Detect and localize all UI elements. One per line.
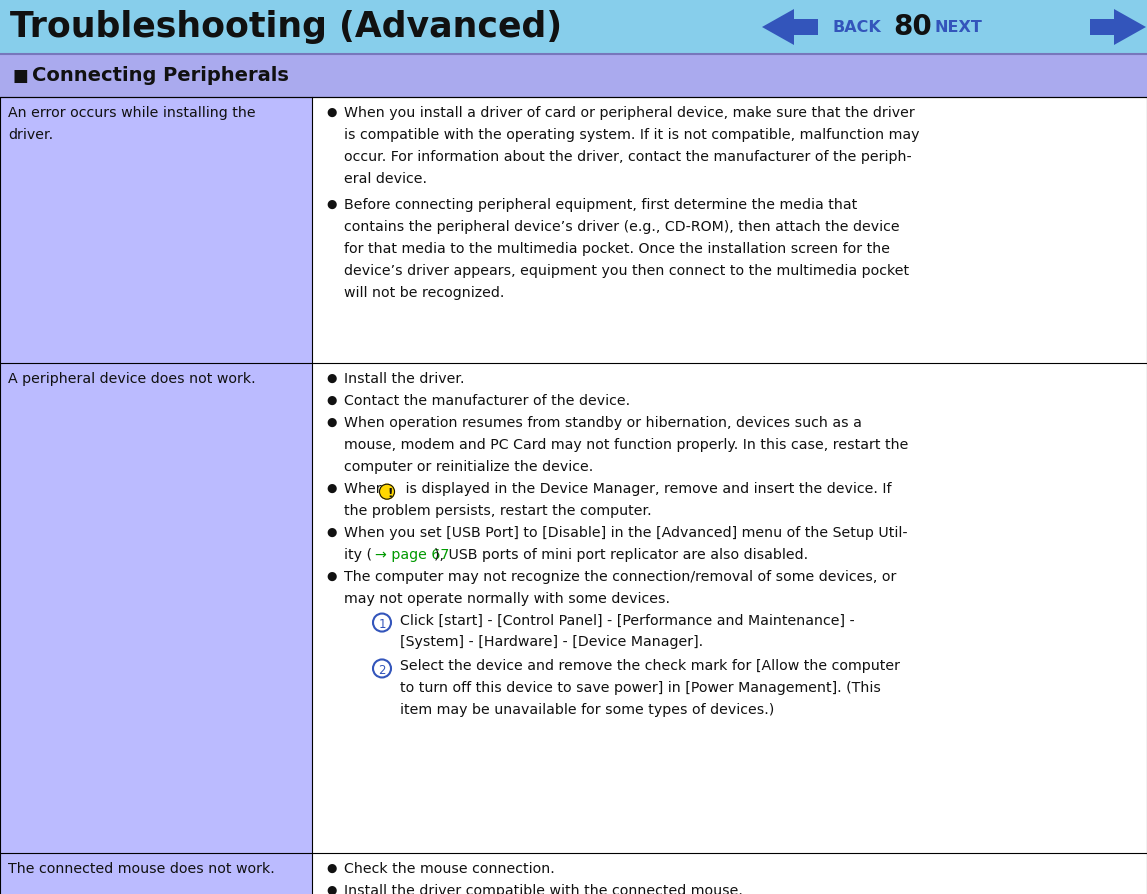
Text: BACK: BACK xyxy=(832,20,881,35)
Circle shape xyxy=(373,613,391,631)
Text: Install the driver compatible with the connected mouse.: Install the driver compatible with the c… xyxy=(344,884,743,894)
Text: computer or reinitialize the device.: computer or reinitialize the device. xyxy=(344,460,593,474)
Text: A peripheral device does not work.: A peripheral device does not work. xyxy=(8,372,256,386)
Text: driver.: driver. xyxy=(8,128,53,142)
Bar xyxy=(0,853,312,894)
Text: NEXT: NEXT xyxy=(935,20,983,35)
Text: When you set [USB Port] to [Disable] in the [Advanced] menu of the Setup Util-: When you set [USB Port] to [Disable] in … xyxy=(344,526,907,540)
Circle shape xyxy=(373,660,391,678)
Text: Before connecting peripheral equipment, first determine the media that: Before connecting peripheral equipment, … xyxy=(344,198,857,212)
Bar xyxy=(0,54,1147,97)
Text: !: ! xyxy=(387,487,392,500)
Text: contains the peripheral device’s driver (e.g., CD-ROM), then attach the device: contains the peripheral device’s driver … xyxy=(344,220,899,234)
Text: ity (: ity ( xyxy=(344,548,372,561)
Text: When you install a driver of card or peripheral device, make sure that the drive: When you install a driver of card or per… xyxy=(344,106,915,120)
Text: ●: ● xyxy=(326,482,336,494)
Text: ●: ● xyxy=(326,416,336,429)
Text: may not operate normally with some devices.: may not operate normally with some devic… xyxy=(344,592,670,605)
Text: ■: ■ xyxy=(11,66,28,85)
Text: ●: ● xyxy=(326,106,336,119)
Text: Click [start] - [Control Panel] - [Performance and Maintenance] -: Click [start] - [Control Panel] - [Perfo… xyxy=(400,613,855,628)
Text: Install the driver.: Install the driver. xyxy=(344,372,465,386)
Polygon shape xyxy=(762,9,818,45)
Text: Connecting Peripherals: Connecting Peripherals xyxy=(32,66,289,85)
Text: 80: 80 xyxy=(894,13,931,41)
Text: Select the device and remove the check mark for [Allow the computer: Select the device and remove the check m… xyxy=(400,660,900,673)
Text: ●: ● xyxy=(326,198,336,211)
Bar xyxy=(0,97,312,363)
Bar xyxy=(0,363,312,853)
Polygon shape xyxy=(1090,9,1146,45)
Text: mouse, modem and PC Card may not function properly. In this case, restart the: mouse, modem and PC Card may not functio… xyxy=(344,438,908,451)
Text: occur. For information about the driver, contact the manufacturer of the periph-: occur. For information about the driver,… xyxy=(344,150,912,164)
Circle shape xyxy=(380,485,395,499)
Bar xyxy=(0,0,1147,54)
Bar xyxy=(312,97,1147,363)
Text: An error occurs while installing the: An error occurs while installing the xyxy=(8,106,256,120)
Text: ●: ● xyxy=(326,569,336,583)
Text: ●: ● xyxy=(326,884,336,894)
Text: When: When xyxy=(344,482,389,496)
Text: ●: ● xyxy=(326,862,336,875)
Text: item may be unavailable for some types of devices.): item may be unavailable for some types o… xyxy=(400,704,774,717)
Text: → page 67: → page 67 xyxy=(375,548,450,561)
Text: The computer may not recognize the connection/removal of some devices, or: The computer may not recognize the conne… xyxy=(344,569,896,584)
Bar xyxy=(312,363,1147,853)
Text: Check the mouse connection.: Check the mouse connection. xyxy=(344,862,555,876)
Text: will not be recognized.: will not be recognized. xyxy=(344,286,505,299)
Text: Contact the manufacturer of the device.: Contact the manufacturer of the device. xyxy=(344,394,630,408)
Text: ), USB ports of mini port replicator are also disabled.: ), USB ports of mini port replicator are… xyxy=(434,548,809,561)
Text: [System] - [Hardware] - [Device Manager].: [System] - [Hardware] - [Device Manager]… xyxy=(400,636,703,650)
Text: The connected mouse does not work.: The connected mouse does not work. xyxy=(8,862,275,876)
Text: for that media to the multimedia pocket. Once the installation screen for the: for that media to the multimedia pocket.… xyxy=(344,241,890,256)
Text: ●: ● xyxy=(326,372,336,385)
Text: Troubleshooting (Advanced): Troubleshooting (Advanced) xyxy=(10,10,562,44)
Text: the problem persists, restart the computer.: the problem persists, restart the comput… xyxy=(344,503,651,518)
Bar xyxy=(312,853,1147,894)
Text: is compatible with the operating system. If it is not compatible, malfunction ma: is compatible with the operating system.… xyxy=(344,128,920,142)
Text: 1: 1 xyxy=(379,618,385,630)
Text: to turn off this device to save power] in [Power Management]. (This: to turn off this device to save power] i… xyxy=(400,681,881,696)
Text: ●: ● xyxy=(326,394,336,407)
Text: eral device.: eral device. xyxy=(344,172,427,186)
Text: device’s driver appears, equipment you then connect to the multimedia pocket: device’s driver appears, equipment you t… xyxy=(344,264,910,278)
Text: ●: ● xyxy=(326,526,336,539)
Text: 2: 2 xyxy=(379,663,385,677)
Text: is displayed in the Device Manager, remove and insert the device. If: is displayed in the Device Manager, remo… xyxy=(401,482,891,496)
Text: When operation resumes from standby or hibernation, devices such as a: When operation resumes from standby or h… xyxy=(344,416,861,430)
